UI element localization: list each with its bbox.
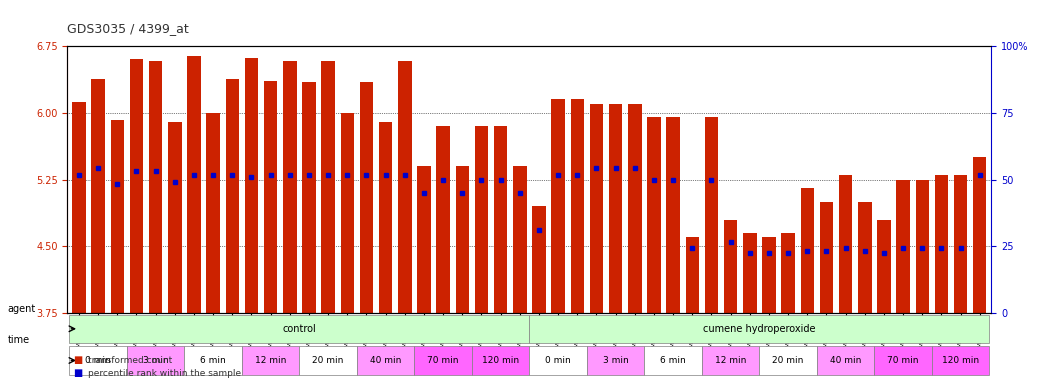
Bar (916, 179, 929, 313)
Bar (666, 117, 680, 313)
Text: 70 min: 70 min (428, 356, 459, 365)
Text: 20 min: 20 min (772, 356, 803, 365)
Bar (207, 113, 220, 313)
Text: 120 min: 120 min (943, 356, 979, 365)
Bar (839, 175, 852, 313)
FancyBboxPatch shape (299, 346, 357, 375)
Text: ■: ■ (73, 355, 82, 365)
Bar (705, 117, 718, 313)
FancyBboxPatch shape (702, 346, 760, 375)
FancyBboxPatch shape (529, 314, 989, 343)
Bar (628, 104, 641, 313)
Bar (302, 82, 316, 313)
Bar (436, 126, 449, 313)
Bar (283, 61, 297, 313)
Text: ■: ■ (73, 368, 82, 378)
Text: agent: agent (7, 304, 35, 314)
Text: time: time (7, 335, 29, 345)
Bar (379, 122, 392, 313)
Text: 70 min: 70 min (887, 356, 919, 365)
Bar (91, 79, 105, 313)
FancyBboxPatch shape (932, 346, 989, 375)
Text: 12 min: 12 min (255, 356, 286, 365)
Bar (322, 61, 335, 313)
FancyBboxPatch shape (242, 346, 299, 375)
Text: 120 min: 120 min (482, 356, 519, 365)
Text: percentile rank within the sample: percentile rank within the sample (88, 369, 242, 378)
Bar (954, 175, 967, 313)
Text: cumene hydroperoxide: cumene hydroperoxide (703, 324, 816, 334)
Bar (973, 157, 986, 313)
Bar (551, 99, 565, 313)
FancyBboxPatch shape (817, 346, 874, 375)
FancyBboxPatch shape (472, 346, 529, 375)
Text: 20 min: 20 min (312, 356, 344, 365)
FancyBboxPatch shape (70, 346, 127, 375)
Text: 40 min: 40 min (830, 356, 862, 365)
Bar (73, 102, 86, 313)
Bar (111, 120, 124, 313)
Bar (532, 206, 546, 313)
Text: 3 min: 3 min (143, 356, 168, 365)
Bar (264, 81, 277, 313)
Bar (474, 126, 488, 313)
Bar (225, 79, 239, 313)
Bar (494, 126, 508, 313)
Bar (782, 233, 795, 313)
Text: 0 min: 0 min (545, 356, 571, 365)
FancyBboxPatch shape (357, 346, 414, 375)
Text: 12 min: 12 min (715, 356, 746, 365)
Bar (130, 60, 143, 313)
Bar (245, 58, 258, 313)
Bar (456, 166, 469, 313)
FancyBboxPatch shape (127, 346, 185, 375)
FancyBboxPatch shape (586, 346, 645, 375)
FancyBboxPatch shape (70, 314, 529, 343)
FancyBboxPatch shape (185, 346, 242, 375)
Text: control: control (282, 324, 317, 334)
Text: 6 min: 6 min (200, 356, 226, 365)
FancyBboxPatch shape (645, 346, 702, 375)
Text: GDS3035 / 4399_at: GDS3035 / 4399_at (67, 22, 189, 35)
Bar (685, 237, 699, 313)
Bar (609, 104, 623, 313)
Bar (571, 99, 584, 313)
Bar (858, 202, 872, 313)
FancyBboxPatch shape (760, 346, 817, 375)
Bar (590, 104, 603, 313)
Text: transformed count: transformed count (88, 356, 172, 365)
Bar (897, 179, 910, 313)
FancyBboxPatch shape (874, 346, 932, 375)
Bar (800, 189, 814, 313)
Bar (340, 113, 354, 313)
Bar (648, 117, 660, 313)
Bar (168, 122, 182, 313)
Bar (743, 233, 757, 313)
Bar (723, 220, 737, 313)
Text: 3 min: 3 min (603, 356, 628, 365)
Bar (148, 61, 162, 313)
Text: 6 min: 6 min (660, 356, 686, 365)
Bar (513, 166, 526, 313)
Bar (417, 166, 431, 313)
FancyBboxPatch shape (414, 346, 472, 375)
Bar (762, 237, 775, 313)
Text: 40 min: 40 min (370, 356, 402, 365)
Bar (360, 82, 374, 313)
FancyBboxPatch shape (529, 346, 586, 375)
Text: 0 min: 0 min (85, 356, 111, 365)
Bar (399, 61, 411, 313)
Bar (877, 220, 891, 313)
Bar (820, 202, 834, 313)
Bar (187, 56, 200, 313)
Bar (935, 175, 948, 313)
